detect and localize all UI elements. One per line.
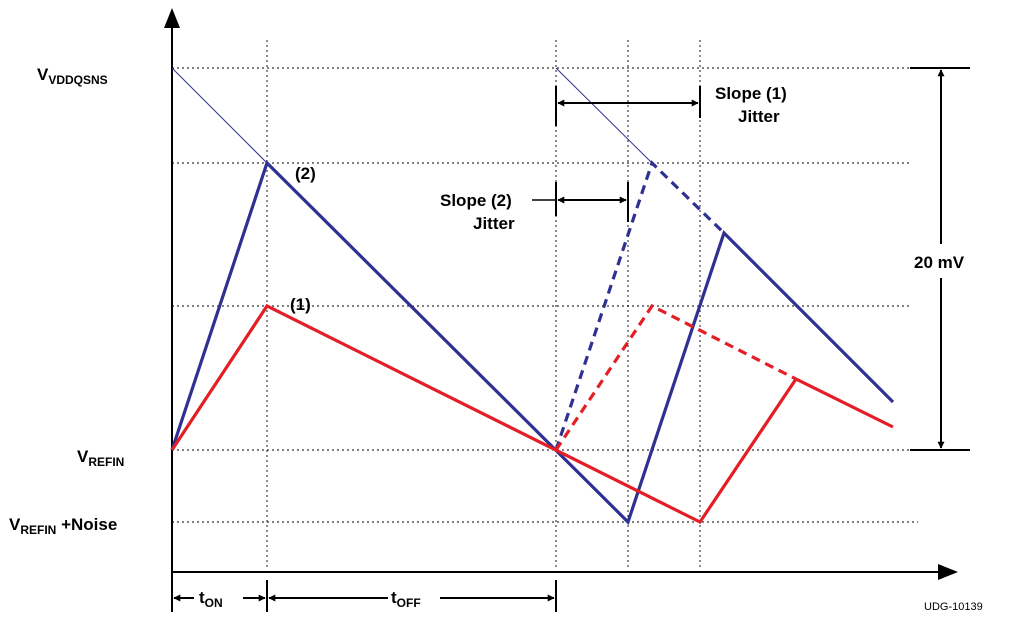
slope-reference-line-1 bbox=[172, 68, 267, 163]
slope-reference-line-2 bbox=[556, 68, 652, 163]
x-axis-arrowhead bbox=[938, 564, 958, 580]
amplitude-label: 20 mV bbox=[914, 253, 965, 272]
ton-label: tON bbox=[199, 588, 223, 610]
y-axis-arrowhead bbox=[164, 8, 180, 28]
slope1-jitter-label-line2: Jitter bbox=[738, 107, 780, 126]
red-trace-first-cycle bbox=[172, 306, 893, 522]
figure-id: UDG-10139 bbox=[924, 601, 983, 613]
blue-trace-first-cycle bbox=[172, 163, 893, 522]
slope2-jitter-label-line2: Jitter bbox=[473, 214, 515, 233]
v-vddqsns-label: VVDDQSNS bbox=[37, 65, 108, 87]
slope1-jitter-label-line1: Slope (1) bbox=[715, 84, 787, 103]
slope2-jitter-label-line1: Slope (2) bbox=[440, 191, 512, 210]
point-2-label: (2) bbox=[295, 164, 316, 183]
v-refin-noise-label: VREFIN +Noise bbox=[9, 515, 117, 537]
toff-label: tOFF bbox=[391, 588, 421, 610]
point-1-label: (1) bbox=[290, 295, 311, 314]
v-refin-label: VREFIN bbox=[77, 447, 124, 469]
